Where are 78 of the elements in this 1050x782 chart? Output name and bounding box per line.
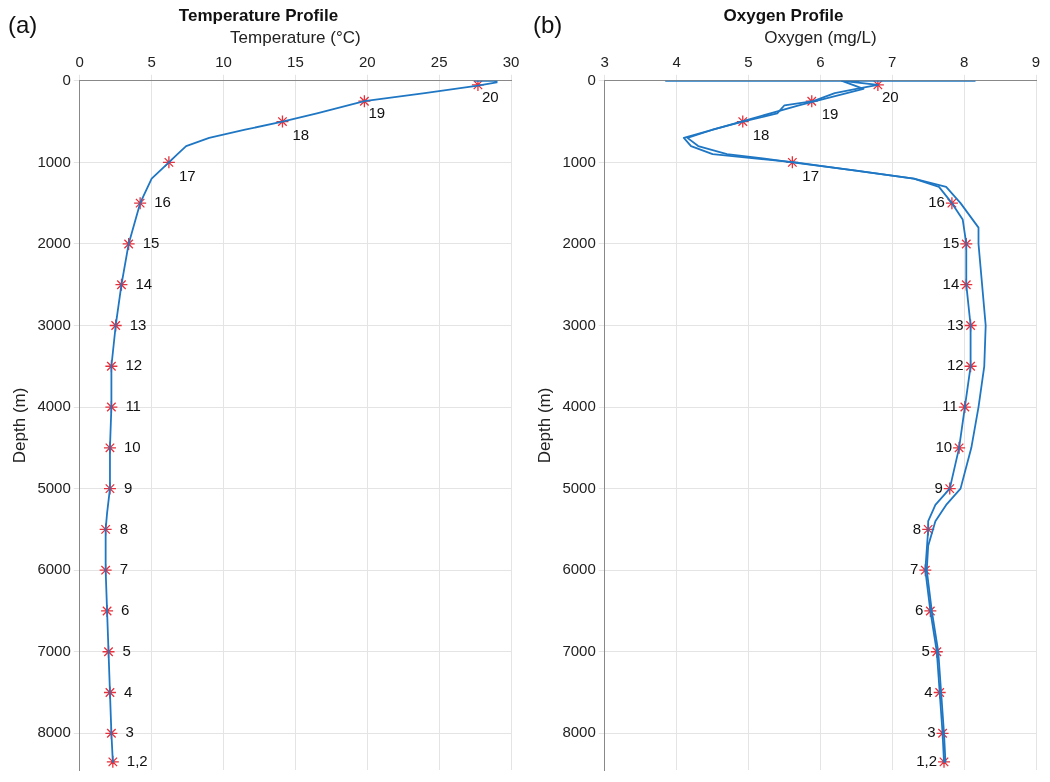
annotation: 17 — [802, 166, 820, 184]
annotation: 3 — [927, 723, 936, 741]
y-tick-label: 8000 — [562, 723, 596, 741]
y-tick-label: 2000 — [562, 234, 596, 252]
annotation: 11 — [125, 397, 141, 415]
y-tick-label: 5000 — [562, 478, 596, 496]
annotation: 14 — [135, 274, 153, 292]
x-tick-label: 9 — [1031, 52, 1041, 70]
annotation: 10 — [935, 437, 953, 455]
x-tick-label: 0 — [75, 52, 84, 70]
annotation: 8 — [119, 519, 128, 537]
x-tick-label: 10 — [215, 52, 232, 70]
y-axis-title: Depth (m) — [9, 387, 29, 464]
text: (b) — [533, 10, 563, 38]
y-tick-label: 5000 — [37, 478, 71, 496]
annotation: 19 — [368, 104, 386, 122]
annotation: 8 — [912, 519, 922, 537]
annotation: 20 — [881, 88, 899, 106]
annotation: 6 — [121, 601, 130, 619]
annotation: 15 — [942, 234, 960, 252]
y-tick-label: 7000 — [562, 641, 596, 659]
annotation: 7 — [909, 560, 919, 578]
annotation: 20 — [481, 88, 499, 106]
annotation: 1,2 — [916, 751, 937, 769]
y-tick-label: 7000 — [37, 641, 71, 659]
annotation: 11 — [942, 397, 958, 415]
annotation: 16 — [154, 193, 171, 211]
annotation: 9 — [934, 478, 943, 496]
annotation: 12 — [125, 356, 143, 374]
x-tick-label: 4 — [672, 52, 681, 70]
annotation: 17 — [178, 166, 196, 184]
x-tick-label: 15 — [287, 52, 304, 70]
annotation: 6 — [915, 601, 924, 619]
annotation: 5 — [921, 641, 930, 659]
annotation: 1,2 — [126, 751, 148, 769]
annotation: 13 — [946, 315, 964, 333]
y-tick-label: 1000 — [562, 152, 596, 170]
annotation: 19 — [821, 105, 839, 123]
x-tick-label: 25 — [430, 52, 448, 70]
annotation: 9 — [123, 478, 133, 496]
x-axis-title: Oxygen (mg/L) — [764, 28, 877, 48]
annotation: 12 — [946, 356, 964, 374]
y-tick-label: 4000 — [562, 397, 596, 415]
annotation: 13 — [129, 315, 147, 333]
y-tick-label: 8000 — [37, 723, 71, 741]
y-tick-label: 1000 — [37, 152, 71, 170]
annotation: 7 — [119, 560, 128, 578]
x-tick-label: 6 — [816, 52, 825, 70]
annotation: 5 — [122, 641, 131, 659]
annotation: 18 — [292, 125, 310, 143]
annotation: 4 — [924, 682, 933, 700]
annotation: 18 — [752, 125, 770, 143]
y-tick-label: 2000 — [37, 234, 71, 252]
x-tick-label: 8 — [959, 52, 969, 70]
y-tick-label: 6000 — [37, 560, 71, 578]
x-tick-label: 5 — [744, 52, 753, 70]
y-tick-label: 6000 — [562, 560, 596, 578]
y-tick-label: 0 — [587, 70, 596, 88]
y-tick-label: 0 — [62, 70, 71, 88]
chart-title: Oxygen Profile — [723, 5, 844, 25]
y-tick-label: 4000 — [37, 397, 71, 415]
x-tick-label: 20 — [358, 52, 376, 70]
chart-title: Temperature Profile — [178, 5, 339, 25]
x-tick-label: 3 — [600, 52, 609, 70]
y-tick-label: 3000 — [562, 315, 596, 333]
annotation: 3 — [125, 723, 134, 741]
annotation: 4 — [123, 682, 133, 700]
text: (a) — [8, 10, 38, 38]
y-tick-label: 3000 — [37, 315, 71, 333]
x-tick-label: 30 — [502, 52, 520, 70]
annotation: 14 — [942, 274, 960, 292]
y-axis-title: Depth (m) — [534, 387, 554, 464]
x-axis-title: Temperature (°C) — [230, 28, 361, 48]
x-tick-label: 5 — [147, 52, 156, 70]
x-tick-label: 7 — [888, 52, 897, 70]
annotation: 10 — [123, 437, 141, 455]
annotation: 16 — [928, 193, 945, 211]
annotation: 15 — [142, 234, 160, 252]
